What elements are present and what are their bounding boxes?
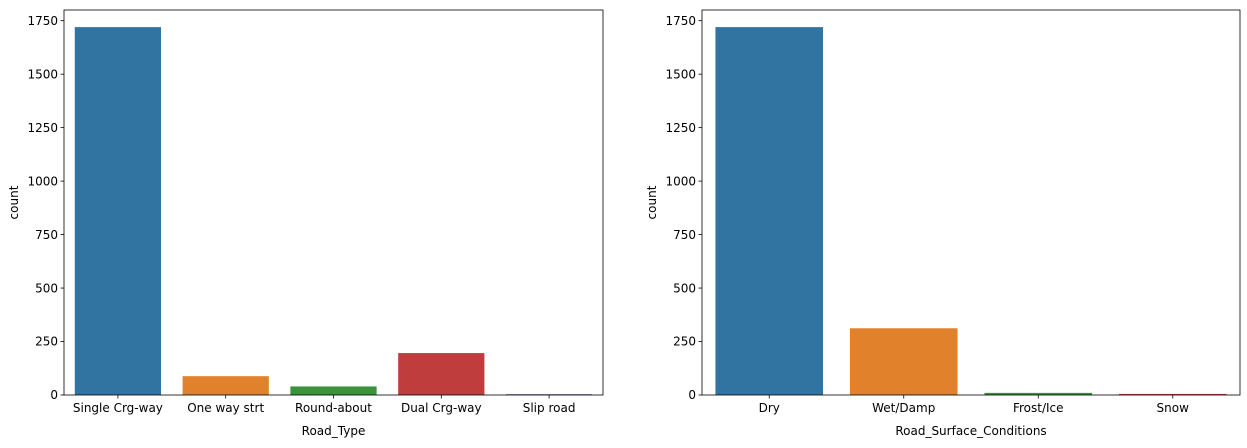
y-tick-label: 500: [35, 281, 58, 295]
bar-dual-crg-way: [398, 353, 485, 395]
y-tick-label: 0: [50, 388, 58, 402]
bar-wet-damp: [849, 328, 958, 395]
axes-frame: [63, 9, 604, 396]
axes-frame: [701, 9, 1241, 396]
y-axis-ticks: 0 250 500 750 1000 1250 1500 1750: [27, 14, 64, 402]
y-tick-label: 1000: [665, 174, 696, 188]
x-axis-label: Road_Surface_Conditions: [895, 424, 1046, 438]
y-tick-label: 250: [673, 335, 696, 349]
y-axis-label: count: [645, 185, 659, 219]
bar-single-crg-way: [74, 27, 162, 396]
y-tick-label: 250: [35, 335, 58, 349]
bars-group: [715, 27, 1227, 396]
y-axis-label: count: [7, 185, 21, 219]
bar-one-way-strt: [182, 376, 269, 395]
y-axis-ticks: 0 250 500 750 1000 1250 1500 1750: [665, 14, 702, 402]
road-surface-conditions-chart: 0 250 500 750 1000 1250 1500 1750 Dry Wet/Damp Fr…: [645, 9, 1241, 438]
bar-dry: [715, 27, 824, 396]
y-tick-label: 500: [673, 281, 696, 295]
x-tick-label: Single Crg-way: [73, 401, 163, 415]
x-tick-label: Dual Crg-way: [401, 401, 482, 415]
y-tick-label: 0: [688, 388, 696, 402]
x-tick-label: Frost/Ice: [1013, 401, 1064, 415]
bar-slip-road: [505, 394, 593, 395]
y-tick-label: 750: [35, 228, 58, 242]
y-tick-label: 1750: [27, 14, 58, 28]
x-tick-label: Wet/Damp: [872, 401, 935, 415]
x-axis-ticks: Dry Wet/Damp Frost/Ice Snow: [759, 395, 1190, 415]
x-tick-label: Snow: [1157, 401, 1190, 415]
y-tick-label: 1250: [665, 121, 696, 135]
y-tick-label: 1250: [27, 121, 58, 135]
x-tick-label: One way strt: [187, 401, 264, 415]
bars-group: [74, 27, 593, 396]
y-tick-label: 1750: [665, 14, 696, 28]
x-tick-label: Round-about: [295, 401, 372, 415]
y-tick-label: 1500: [27, 67, 58, 81]
y-tick-label: 750: [673, 228, 696, 242]
bar-snow: [1118, 393, 1227, 395]
x-axis-ticks: Single Crg-way One way strt Round-about Dua…: [73, 395, 576, 415]
bar-frost-ice: [984, 392, 1093, 395]
x-axis-label: Road_Type: [302, 424, 366, 438]
road-type-chart: 0 250 500 750 1000 1250 1500 1750 Single Crg-wa…: [7, 9, 604, 438]
x-tick-label: Slip road: [523, 401, 576, 415]
x-tick-label: Dry: [759, 401, 780, 415]
y-tick-label: 1000: [27, 174, 58, 188]
bar-round-about: [290, 386, 377, 395]
y-tick-label: 1500: [665, 67, 696, 81]
